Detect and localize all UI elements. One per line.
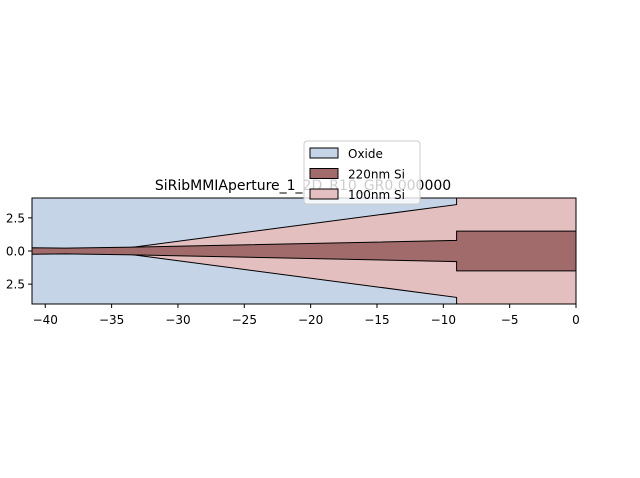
legend-swatch: [309, 188, 339, 200]
x-tick-label: −10: [431, 313, 456, 327]
x-tick-label: −25: [232, 313, 257, 327]
y-tick-label: 0.0: [6, 245, 25, 259]
y-axis: 2.5 0.0 2.5: [6, 211, 32, 292]
x-tick-label: −15: [364, 313, 389, 327]
x-tick-label: 0: [572, 313, 580, 327]
legend: Oxide 220nm Si 100nm Si: [303, 140, 421, 205]
legend-label: Oxide: [348, 147, 383, 161]
plot-regions: [31, 197, 577, 305]
y-tick-label: 2.5: [6, 211, 25, 225]
x-tick-label: −40: [33, 313, 58, 327]
x-axis: −40 −35 −30 −25 −20 −15 −10 −5 0: [33, 304, 580, 327]
legend-swatch: [309, 168, 339, 179]
x-tick-label: −5: [501, 313, 519, 327]
y-tick-label: 2.5: [6, 278, 25, 292]
x-tick-label: −30: [165, 313, 190, 327]
x-tick-label: −20: [298, 313, 323, 327]
x-tick-label: −35: [99, 313, 124, 327]
legend-label: 100nm Si: [348, 188, 405, 202]
legend-swatch: [309, 147, 339, 159]
legend-label: 220nm Si: [348, 168, 405, 182]
